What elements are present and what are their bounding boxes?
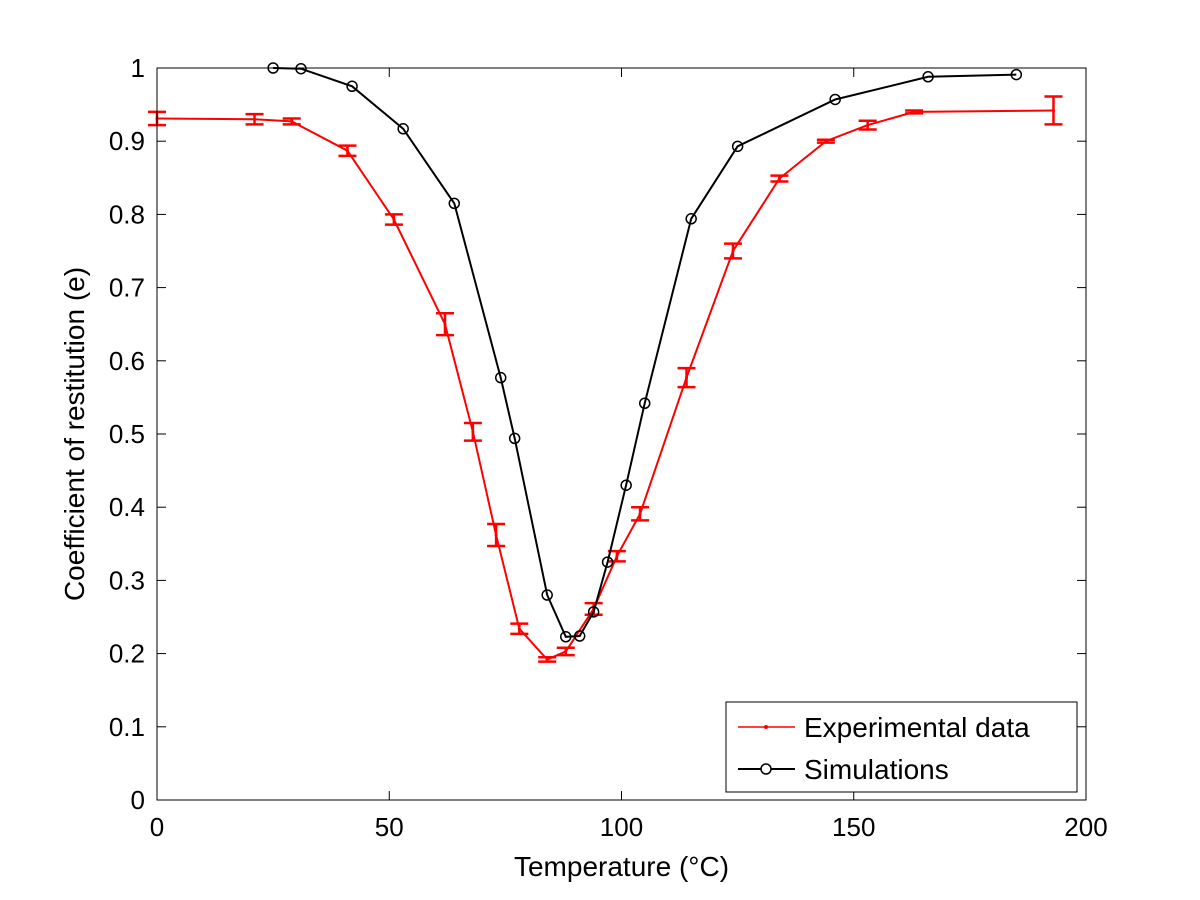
series-1-point-9 (573, 630, 586, 642)
series-1-point-6 (508, 432, 521, 445)
y-tick-label-8: 0.8 (109, 199, 145, 229)
series-0-point-6 (471, 430, 475, 434)
y-axis-label: Coefficient of restitution (e) (59, 267, 90, 601)
series-0-point-1 (253, 117, 257, 121)
series-0-point-19 (912, 110, 916, 114)
y-tick-label-10: 1 (131, 53, 145, 83)
series-1-point-5 (494, 371, 507, 384)
y-tick-label-5: 0.5 (109, 419, 145, 449)
series-1-point-14 (685, 213, 697, 225)
series-0-point-17 (824, 139, 828, 143)
series-0-point-2 (290, 119, 294, 123)
legend-marker-simulations (760, 763, 772, 775)
series-1-point-1 (295, 62, 307, 75)
y-tick-label-0: 0 (131, 785, 145, 815)
x-tick-label-3: 150 (832, 812, 875, 842)
x-tick-label-0: 0 (150, 812, 164, 842)
y-tick-label-1: 0.1 (109, 712, 145, 742)
legend-label-simulations: Simulations (804, 754, 949, 785)
legend: Experimental data Simulations (725, 701, 1078, 793)
y-tick-label-4: 0.4 (109, 492, 145, 522)
legend-marker-experimental (764, 725, 768, 729)
series-1-point-10 (587, 606, 600, 618)
legend-box (725, 701, 1078, 793)
series-1-point-7 (541, 589, 553, 601)
series-1-point-8 (560, 631, 572, 643)
y-tick-label-9: 0.9 (109, 126, 145, 156)
series-0-point-16 (777, 177, 781, 181)
legend-label-experimental: Experimental data (804, 712, 1030, 743)
series-1-point-18 (1010, 68, 1023, 81)
series-1-point-16 (829, 93, 841, 106)
series-0-point-20 (1051, 108, 1055, 112)
series-0-point-10 (564, 649, 568, 653)
series-1-point-4 (448, 197, 461, 210)
x-tick-label-4: 200 (1064, 812, 1107, 842)
series-0-point-7 (494, 533, 498, 537)
series-0-point-13 (638, 512, 642, 516)
series-0-point-8 (517, 627, 521, 631)
series-1-point-17 (922, 71, 934, 83)
series-layer (148, 62, 1063, 663)
series-0-point-3 (345, 149, 349, 153)
y-tick-label-7: 0.7 (109, 273, 145, 303)
y-tick-label-6: 0.6 (109, 346, 145, 376)
series-0-point-14 (685, 376, 689, 380)
series-0-point-5 (443, 322, 447, 326)
series-0 (148, 95, 1063, 663)
series-1-point-13 (638, 397, 651, 410)
plot-background (157, 68, 1086, 800)
series-1-point-2 (346, 80, 358, 93)
series-1-point-15 (731, 140, 744, 153)
series-1-point-3 (397, 123, 409, 135)
y-tick-label-3: 0.3 (109, 565, 145, 595)
series-0-point-4 (392, 218, 396, 222)
ticks-layer: 0 50 100 150 200 0 0.1 0.2 0.3 0.4 0.5 0.6 0.7 0.8 0.9… (109, 53, 1108, 842)
series-0-point-18 (866, 123, 870, 127)
x-axis-label: Temperature (°C) (514, 851, 729, 882)
y-tick-label-2: 0.2 (109, 639, 145, 669)
series-1 (267, 62, 1023, 643)
series-0-point-12 (615, 554, 619, 558)
series-1-point-11 (601, 556, 614, 568)
series-0-point-15 (731, 249, 735, 253)
x-tick-label-2: 100 (600, 812, 643, 842)
series-1-line (273, 67, 1017, 638)
series-1-point-12 (620, 479, 632, 491)
series-0-point-9 (545, 657, 549, 661)
x-tick-label-1: 50 (375, 812, 404, 842)
